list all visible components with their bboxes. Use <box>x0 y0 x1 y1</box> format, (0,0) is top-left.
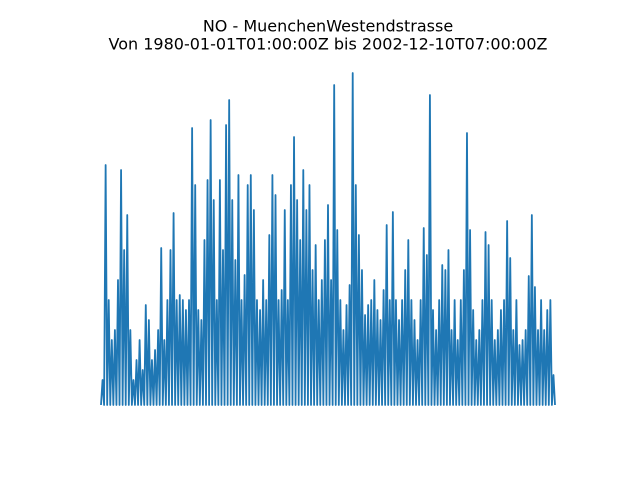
data-line <box>100 72 556 406</box>
chart-subtitle: Von 1980-01-01T01:00:00Z bis 2002-12-10T… <box>109 35 548 54</box>
chart-title: NO - MuenchenWestendstrasse <box>203 17 453 36</box>
